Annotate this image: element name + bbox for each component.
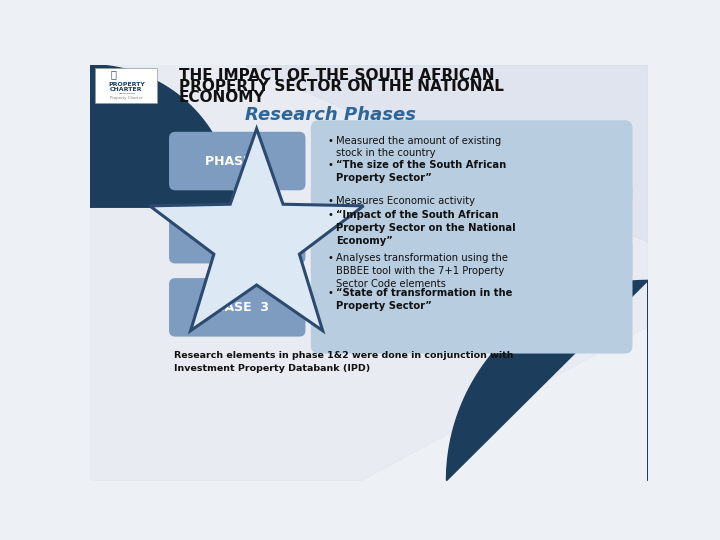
Text: “Impact of the South African
Property Sector on the National
Economy”: “Impact of the South African Property Se…	[336, 210, 516, 246]
Polygon shape	[90, 65, 233, 207]
Text: Property Charter: Property Charter	[110, 96, 143, 100]
Text: •: •	[328, 210, 334, 220]
FancyBboxPatch shape	[169, 205, 305, 264]
Text: Research elements in phase 1&2 were done in conjunction with
Investment Property: Research elements in phase 1&2 were done…	[174, 351, 513, 373]
Text: •: •	[328, 160, 334, 170]
FancyBboxPatch shape	[169, 278, 305, 336]
Text: PHASE  2: PHASE 2	[205, 228, 269, 241]
Text: THE IMPACT OF THE SOUTH AFRICAN: THE IMPACT OF THE SOUTH AFRICAN	[179, 68, 495, 83]
Text: PROPERTY: PROPERTY	[108, 82, 145, 86]
Text: “The size of the South African
Property Sector”: “The size of the South African Property …	[336, 160, 506, 183]
FancyBboxPatch shape	[311, 120, 632, 205]
Text: •: •	[328, 253, 334, 264]
Text: •: •	[328, 288, 334, 298]
Polygon shape	[150, 129, 364, 330]
Text: Measured the amount of existing
stock in the country: Measured the amount of existing stock in…	[336, 136, 501, 158]
Text: PROPERTY SECTOR ON THE NATIONAL: PROPERTY SECTOR ON THE NATIONAL	[179, 79, 504, 94]
Text: PHASE  3: PHASE 3	[205, 301, 269, 314]
FancyBboxPatch shape	[311, 180, 632, 280]
FancyBboxPatch shape	[311, 238, 632, 354]
Text: CHARTER: CHARTER	[110, 87, 143, 92]
FancyBboxPatch shape	[169, 132, 305, 190]
Polygon shape	[446, 280, 648, 481]
Polygon shape	[245, 65, 648, 242]
Text: ────────: ────────	[118, 92, 135, 96]
Text: 🔑: 🔑	[110, 69, 116, 79]
Text: “State of transformation in the
Property Sector”: “State of transformation in the Property…	[336, 288, 512, 311]
FancyBboxPatch shape	[96, 68, 158, 103]
Polygon shape	[90, 65, 648, 481]
Text: PHASE  1: PHASE 1	[205, 154, 269, 167]
Text: Measures Economic activity: Measures Economic activity	[336, 195, 474, 206]
Text: Analyses transformation using the
BBBEE tool with the 7+1 Property
Sector Code e: Analyses transformation using the BBBEE …	[336, 253, 508, 289]
Text: •: •	[328, 195, 334, 206]
Text: ECONOMY: ECONOMY	[179, 90, 266, 105]
Text: •: •	[328, 136, 334, 146]
Text: Research Phases: Research Phases	[245, 106, 416, 124]
